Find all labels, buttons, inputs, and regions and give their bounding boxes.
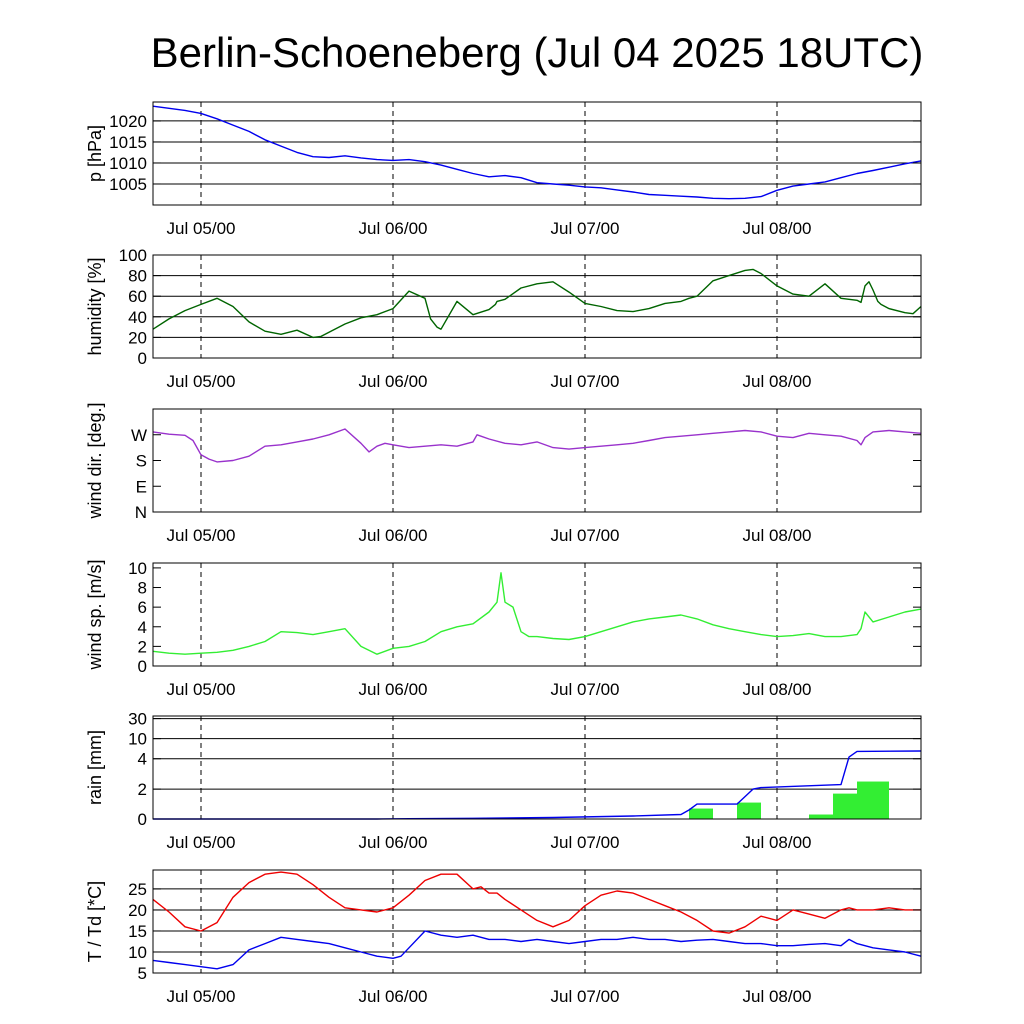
plot-frame [152, 562, 922, 667]
y-tick-label: 4 [138, 618, 147, 637]
y-tick-label: 0 [138, 810, 147, 829]
x-tick-label: Jul 06/00 [359, 219, 428, 238]
y-tick-label: 20 [128, 901, 147, 920]
y-axis-label: rain [mm] [85, 730, 105, 805]
y-tick-label: W [131, 426, 147, 445]
x-tick-label: Jul 06/00 [359, 680, 428, 699]
rain-bar [809, 814, 833, 819]
rain-bar [833, 793, 857, 819]
plot-frame [152, 869, 922, 974]
x-tick-label: Jul 06/00 [359, 372, 428, 391]
plot-frame [152, 715, 922, 820]
plot-frame [152, 101, 922, 206]
plot-frame [152, 254, 922, 359]
plot-frame [152, 408, 922, 513]
y-tick-label: 10 [128, 559, 147, 578]
y-tick-label: 2 [138, 637, 147, 656]
y-tick-label: 80 [128, 267, 147, 286]
x-tick-label: Jul 05/00 [167, 372, 236, 391]
x-tick-label: Jul 05/00 [167, 833, 236, 852]
y-tick-label: 25 [128, 880, 147, 899]
y-axis-label: p [hPa] [85, 125, 105, 182]
series-line [152, 871, 921, 934]
x-tick-label: Jul 08/00 [743, 833, 812, 852]
x-tick-label: Jul 07/00 [551, 680, 620, 699]
x-tick-label: Jul 05/00 [167, 526, 236, 545]
x-tick-label: Jul 07/00 [551, 372, 620, 391]
y-tick-label: E [136, 477, 147, 496]
y-tick-label: 1005 [109, 175, 147, 194]
rain-bar [737, 802, 761, 819]
x-tick-label: Jul 06/00 [359, 526, 428, 545]
y-axis-label: wind dir. [deg.] [85, 402, 105, 519]
y-tick-label: 5 [138, 964, 147, 983]
series-line [152, 930, 922, 970]
y-tick-label: 8 [138, 579, 147, 598]
x-tick-label: Jul 05/00 [167, 680, 236, 699]
y-tick-label: N [135, 503, 147, 522]
y-tick-label: 6 [138, 598, 147, 617]
y-tick-label: 1015 [109, 133, 147, 152]
y-tick-label: 1010 [109, 154, 147, 173]
y-tick-label: 1020 [109, 112, 147, 131]
series-line [152, 572, 922, 655]
y-tick-label: 15 [128, 922, 147, 941]
y-tick-label: 2 [138, 780, 147, 799]
series-line [152, 268, 922, 339]
panel-6: 5 10 15 20 25 Jul 05/00 Jul 06/00 Jul 07/00 Jul … [85, 869, 922, 1006]
y-tick-label: 10 [128, 730, 147, 749]
series-line [153, 750, 922, 820]
rain-bar [857, 781, 889, 819]
x-tick-label: Jul 08/00 [743, 526, 812, 545]
x-tick-label: Jul 08/00 [743, 680, 812, 699]
x-tick-label: Jul 07/00 [551, 526, 620, 545]
y-tick-label: 30 [128, 710, 147, 729]
y-axis-label: T / Td [*C] [85, 881, 105, 962]
x-tick-label: Jul 08/00 [743, 219, 812, 238]
x-tick-label: Jul 07/00 [551, 833, 620, 852]
y-tick-label: 20 [128, 328, 147, 347]
y-axis-label: wind sp. [m/s] [85, 559, 105, 670]
x-tick-label: Jul 07/00 [551, 987, 620, 1006]
series-line [152, 105, 922, 200]
y-tick-label: 0 [138, 349, 147, 368]
y-tick-label: 0 [138, 657, 147, 676]
x-tick-label: Jul 08/00 [743, 372, 812, 391]
series-line [152, 428, 922, 463]
y-tick-label: 60 [128, 287, 147, 306]
y-tick-label: 4 [138, 750, 147, 769]
y-axis-label: humidity [%] [85, 257, 105, 355]
y-tick-label: S [136, 452, 147, 471]
chart-title: Berlin-Schoeneberg (Jul 04 2025 18UTC) [151, 29, 924, 76]
x-tick-label: Jul 06/00 [359, 833, 428, 852]
rain-bar [689, 808, 713, 819]
y-tick-label: 40 [128, 308, 147, 327]
x-tick-label: Jul 08/00 [743, 987, 812, 1006]
x-tick-label: Jul 07/00 [551, 219, 620, 238]
x-tick-label: Jul 06/00 [359, 987, 428, 1006]
x-tick-label: Jul 05/00 [167, 987, 236, 1006]
y-tick-label: 100 [119, 246, 147, 265]
panel-1: 1005 1010 1015 1020 Jul 05/00 Jul 06/00 Jul 07… [85, 101, 922, 238]
y-tick-label: 10 [128, 943, 147, 962]
x-tick-label: Jul 05/00 [167, 219, 236, 238]
